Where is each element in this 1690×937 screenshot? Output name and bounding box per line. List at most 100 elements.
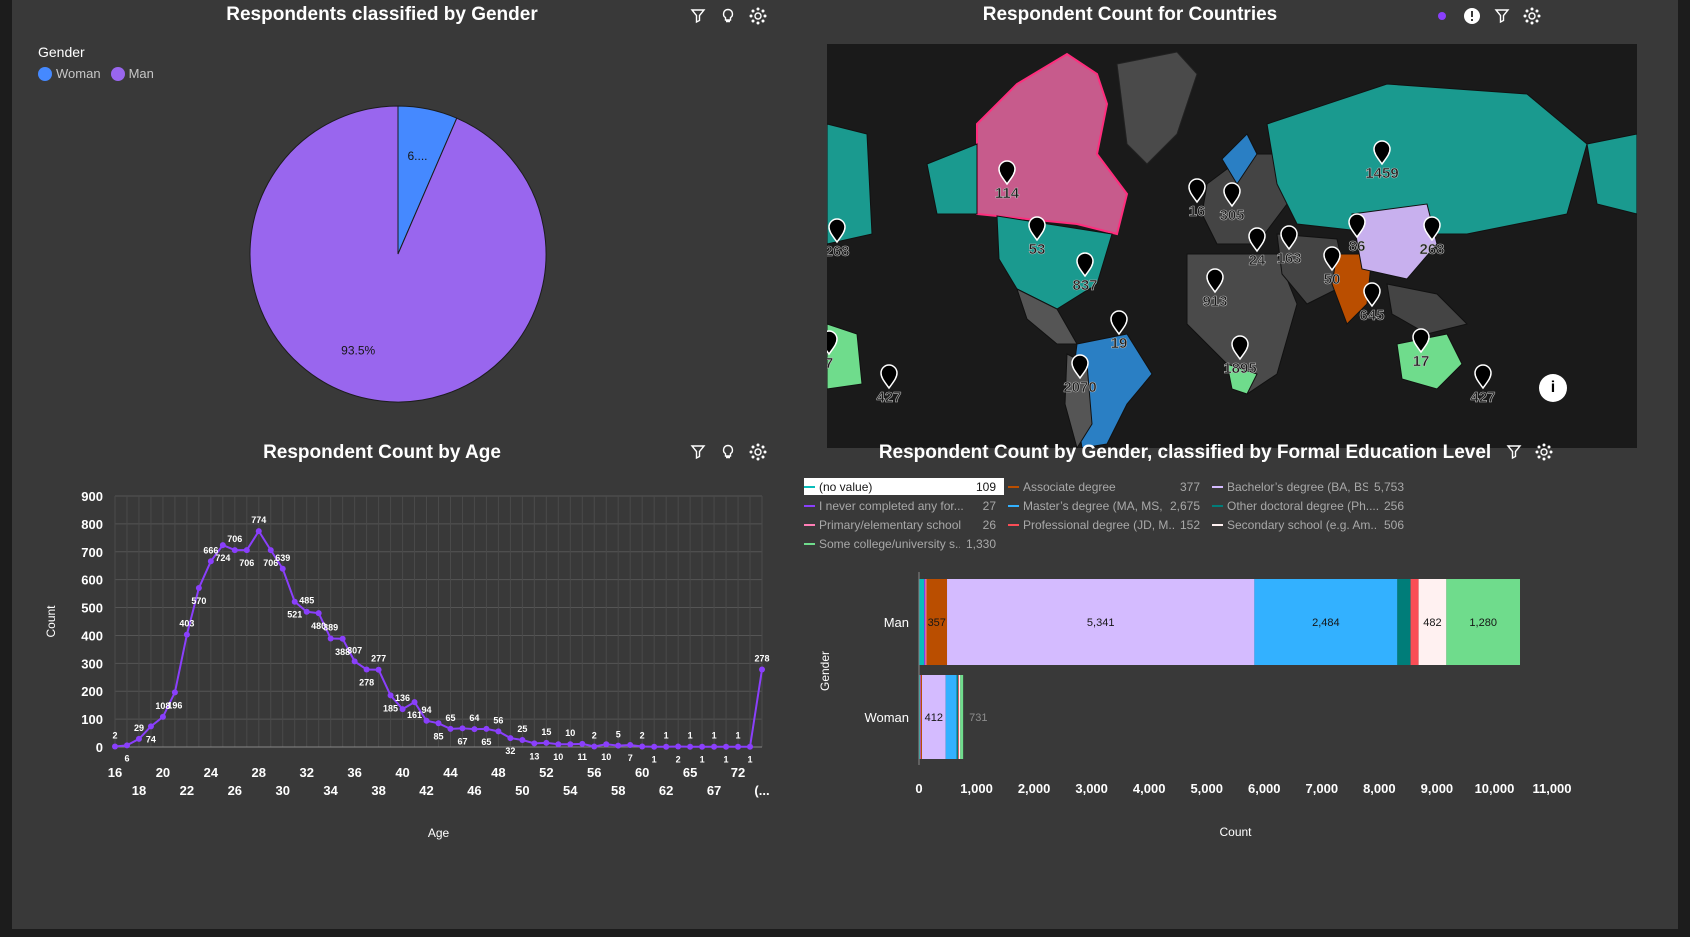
legend-item[interactable]: I never completed any for... 27 [804,497,1004,514]
age-data-point [159,713,166,720]
world-map[interactable]: 114 1459 305 16 268 53 24 163 86 268 837 50 913 645 19… [827,44,1637,448]
legend-swatch [1008,485,1019,488]
bar-segment[interactable] [925,579,927,665]
settings-icon[interactable] [748,442,768,462]
age-data-label: 15 [541,727,551,737]
age-data-point [627,742,634,749]
age-data-point [303,608,310,615]
age-data-point [579,740,586,747]
settings-icon[interactable] [1522,6,1542,26]
legend-item[interactable]: Primary/elementary school 26 [804,516,1004,533]
age-data-label: 389 [323,623,338,633]
age-data-label: 2 [112,730,117,740]
y-tick-label: 400 [81,628,103,643]
bar-segment[interactable] [958,675,960,759]
age-data-point [171,689,178,696]
bar-segment[interactable] [924,579,926,665]
category-label: Man [884,615,909,630]
bar-segment[interactable] [921,675,946,759]
legend-label: Master’s degree (MA, MS, ... [1023,498,1164,513]
bar-segment[interactable] [958,675,961,759]
x-tick-label: 56 [587,765,601,780]
age-data-point [183,631,190,638]
x-tick-label: 5,000 [1190,781,1223,796]
countries-chart-title: Respondent Count for Countries [982,4,1278,25]
map-pin-icon [828,218,846,244]
y-tick-label: 600 [81,573,103,588]
map-pin-icon [1248,227,1266,253]
legend-item[interactable]: Associate degree 377 [1008,478,1208,495]
bar-segment[interactable] [1418,579,1447,665]
map-marker-label: 268 [827,243,850,260]
map-marker-label: 913 [1202,293,1227,310]
x-tick-label: 26 [228,783,242,798]
age-data-label: 278 [359,677,374,687]
age-data-point [135,735,142,742]
settings-icon[interactable] [748,6,768,26]
bar-segment[interactable] [945,675,957,759]
bar-segment[interactable] [919,579,925,665]
bar-segment[interactable] [1446,579,1521,665]
legend-item[interactable]: (no value) 109 [804,478,1004,495]
legend-item-man[interactable]: Man [110,66,154,81]
legend-item[interactable]: Master’s degree (MA, MS, ... 2,675 [1008,497,1208,514]
south-africa-shape [1226,363,1258,395]
age-data-label: 25 [517,724,527,734]
bar-segment[interactable] [919,675,921,759]
pie-slice[interactable] [249,105,547,403]
x-tick-label: (... [754,783,769,798]
map-marker-label: 53 [1029,241,1046,258]
filter-icon[interactable] [688,442,708,462]
age-data-point [639,743,646,750]
lightbulb-icon[interactable] [718,6,738,26]
x-tick-label: 67 [707,783,721,798]
age-data-point [399,706,406,713]
bar-segment[interactable] [956,675,959,759]
bar-segment[interactable] [960,675,964,759]
legend-item[interactable]: Bachelor’s degree (BA, BS... 5,753 [1212,478,1412,495]
x-tick-label: 54 [563,783,578,798]
bar-segment[interactable] [947,579,1255,665]
age-data-label: 10 [601,752,611,762]
filter-icon[interactable] [1504,442,1524,462]
map-pin-icon [1474,364,1492,390]
age-chart-title: Respondent Count by Age [263,442,501,463]
x-tick-label: 40 [395,765,409,780]
alert-icon[interactable] [1462,6,1482,26]
map-pin-icon [1363,282,1381,308]
age-data-point [207,558,214,565]
age-data-point [375,666,382,673]
age-data-label: 10 [553,752,563,762]
age-data-point [411,699,418,706]
legend-item[interactable]: Professional degree (JD, M... 152 [1008,516,1208,533]
age-data-point [363,666,370,673]
bar-segment[interactable] [926,579,948,665]
filter-icon[interactable] [1492,6,1512,26]
info-icon[interactable]: i [1539,374,1567,402]
bar-segment[interactable] [1254,579,1398,665]
legend-item-woman[interactable]: Woman [38,66,101,81]
bar-segment[interactable] [1397,579,1411,665]
bar-segment-label: 357 [928,617,946,629]
map-pin-icon [827,330,838,356]
china-shape [1351,203,1438,280]
bar-segment-label: 5,341 [1087,617,1115,629]
settings-icon[interactable] [1534,442,1554,462]
legend-item[interactable]: Secondary school (e.g. Am... 506 [1212,516,1412,533]
x-tick-label: 30 [276,783,290,798]
legend-item[interactable]: Some college/university s... 1,330 [804,535,1004,552]
x-tick-label: 44 [443,765,458,780]
legend-count: 5,753 [1373,479,1404,494]
map-pin-icon [1028,216,1046,242]
lightbulb-icon[interactable] [718,442,738,462]
age-line-chart: 0100200300400500600700800900161820222426… [44,489,770,840]
bar-segment[interactable] [1410,579,1419,665]
bar-segment[interactable] [920,675,922,759]
age-data-point [735,743,742,750]
map-marker-label: 17 [1413,353,1430,370]
age-data-label: 67 [457,736,467,746]
education-chart-title: Respondent Count by Gender, classified b… [878,442,1492,463]
pie-slice-label: 93.5% [341,344,375,358]
filter-icon[interactable] [688,6,708,26]
legend-item[interactable]: Other doctoral degree (Ph.... 256 [1212,497,1412,514]
